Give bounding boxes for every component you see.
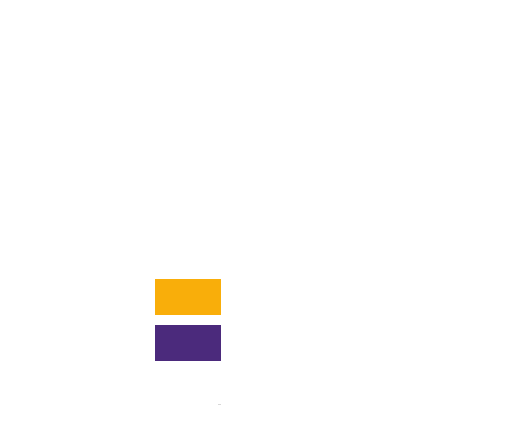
color-swatch [155, 325, 221, 361]
color-swatch [155, 279, 221, 315]
faint-mark [218, 404, 221, 405]
